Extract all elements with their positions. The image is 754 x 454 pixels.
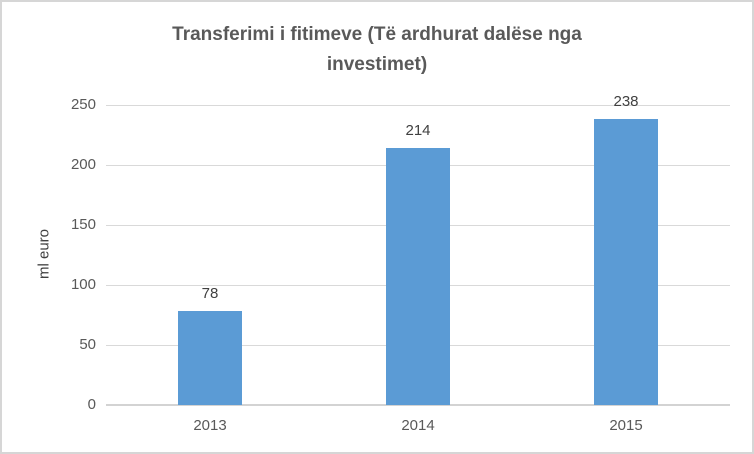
x-tick-label-2014: 2014 — [401, 417, 435, 434]
y-tick-label-100: 100 — [70, 276, 96, 293]
y-tick-label-200: 200 — [70, 156, 96, 173]
bar-2014 — [386, 148, 450, 405]
y-tick-label-0: 0 — [87, 396, 96, 413]
y-axis-title: ml euro — [35, 228, 53, 280]
x-tick-label-2013: 2013 — [193, 417, 227, 434]
x-tick-label-2015: 2015 — [609, 417, 643, 434]
data-label-2015: 238 — [613, 93, 639, 111]
bar-2015 — [594, 119, 658, 405]
x-axis-line — [106, 404, 730, 406]
chart-title: Transferimi i fitimeve (Të ardhurat dalë… — [2, 20, 752, 80]
y-tick-label-50: 50 — [79, 336, 96, 353]
y-tick-label-150: 150 — [70, 216, 96, 233]
data-label-2014: 214 — [405, 122, 431, 140]
chart-title-line1: Transferimi i fitimeve (Të ardhurat dalë… — [172, 24, 582, 45]
gridline-250 — [106, 104, 730, 106]
chart-title-line2: investimet) — [326, 54, 428, 75]
y-tick-label-250: 250 — [70, 96, 96, 113]
data-label-2013: 78 — [201, 285, 219, 303]
bar-2013 — [178, 311, 242, 405]
